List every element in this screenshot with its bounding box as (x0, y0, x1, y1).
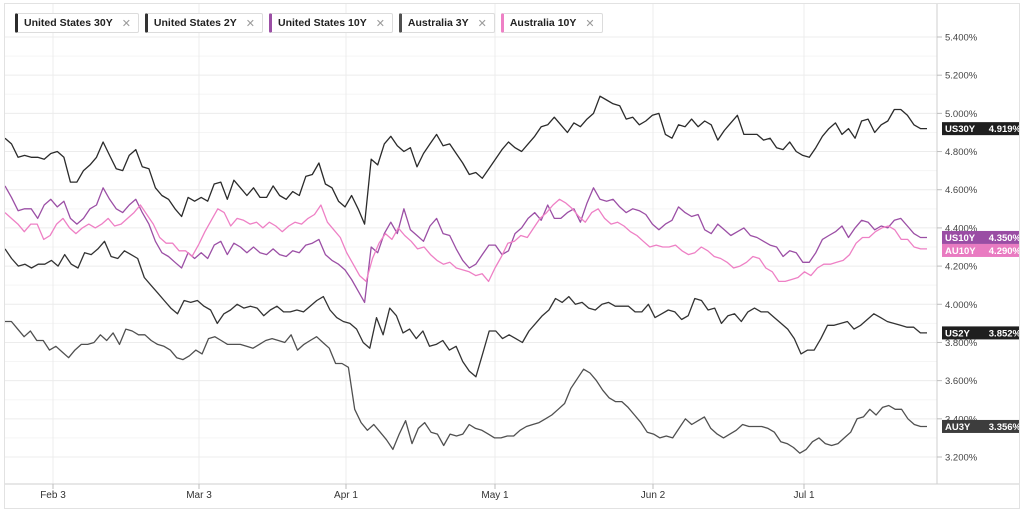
close-icon[interactable]: ✕ (121, 17, 131, 30)
y-axis-ticks: 5.400% 5.200% 5.000% 4.800% 4.600% 4.400% 4.20… (937, 33, 978, 464)
x-tick-label: Mar 3 (186, 490, 212, 501)
badge-symbol: AU10Y (945, 246, 976, 257)
y-tick-label: 4.200% (945, 262, 978, 273)
y-tick-label: 3.400% (945, 414, 978, 425)
legend: United States 30Y ✕ United States 2Y ✕ U… (15, 13, 603, 33)
badge-value: 4.350% (989, 233, 1019, 244)
close-icon[interactable]: ✕ (375, 17, 385, 30)
badge-us10y: US10Y 4.350% (942, 230, 1019, 244)
legend-chip-au10y[interactable]: Australia 10Y ✕ (500, 13, 603, 33)
legend-label: Australia 10Y (509, 17, 577, 29)
legend-chip-us10y[interactable]: United States 10Y ✕ (269, 13, 393, 33)
y-tick-label: 4.000% (945, 300, 978, 311)
series-lines (5, 95, 927, 454)
y-tick-label: 4.600% (945, 185, 978, 196)
series-line-au3y (5, 320, 927, 454)
y-tick-label: 3.200% (945, 453, 978, 464)
badge-value: 4.290% (989, 246, 1019, 257)
badge-us30y: US30Y 4.919% (942, 122, 1019, 135)
y-tick-label: 3.800% (945, 338, 978, 349)
last-value-badges: US30Y 4.919%US10Y 4.350%AU10Y 4.290%US2Y 3.8… (942, 122, 1019, 433)
legend-label: United States 10Y (278, 17, 367, 29)
badge-background (942, 326, 1019, 340)
legend-label: United States 2Y (153, 17, 237, 29)
badge-value: 3.356% (989, 422, 1019, 433)
close-icon[interactable]: ✕ (477, 17, 487, 30)
close-icon[interactable]: ✕ (585, 17, 595, 30)
badge-symbol: US10Y (945, 233, 976, 244)
badge-background (942, 419, 1019, 433)
badge-symbol: US2Y (945, 328, 970, 339)
legend-chip-au3y[interactable]: Australia 3Y ✕ (398, 13, 495, 33)
close-icon[interactable]: ✕ (245, 17, 255, 30)
legend-chip-us2y[interactable]: United States 2Y ✕ (144, 13, 263, 33)
badge-background (942, 230, 1019, 244)
series-line-us10y (5, 185, 927, 304)
y-tick-label: 4.800% (945, 147, 978, 158)
badge-au10y: AU10Y 4.290% (942, 243, 1019, 257)
y-tick-label: 3.600% (945, 376, 978, 387)
legend-chip-us30y[interactable]: United States 30Y ✕ (15, 13, 139, 33)
x-tick-label: Feb 3 (40, 490, 66, 501)
badge-value: 4.919% (989, 124, 1019, 135)
badge-symbol: US30Y (945, 124, 976, 135)
badge-background (942, 122, 1019, 136)
yield-line-chart: 5.400% 5.200% 5.000% 4.800% 4.600% 4.400% 4.20… (5, 4, 1019, 501)
horizontal-grid (5, 36, 937, 458)
legend-label: Australia 3Y (407, 17, 469, 29)
x-tick-label: Apr 1 (334, 490, 358, 501)
series-line-au10y (5, 198, 927, 283)
x-axis-ticks: Feb 3 Mar 3 Apr 1 May 1 Jun 2 Jul 1 (40, 484, 815, 501)
x-tick-label: Jun 2 (641, 490, 666, 501)
badge-value: 3.852% (989, 328, 1019, 339)
series-line-us30y (5, 95, 927, 225)
y-tick-label: 5.200% (945, 71, 978, 82)
y-tick-label: 5.400% (945, 33, 978, 44)
vertical-grid (52, 4, 805, 484)
x-tick-label: May 1 (481, 490, 509, 501)
badge-au3y: AU3Y 3.356% (942, 419, 1019, 433)
y-tick-label: 4.400% (945, 223, 978, 234)
x-tick-label: Jul 1 (793, 490, 815, 501)
badge-background (942, 243, 1019, 257)
chart-frame: 5.400% 5.200% 5.000% 4.800% 4.600% 4.400% 4.20… (4, 3, 1020, 509)
badge-symbol: AU3Y (945, 422, 971, 433)
y-tick-label: 5.000% (945, 109, 978, 120)
legend-label: United States 30Y (24, 17, 113, 29)
series-line-us2y (5, 240, 927, 378)
badge-us2y: US2Y 3.852% (942, 326, 1019, 340)
